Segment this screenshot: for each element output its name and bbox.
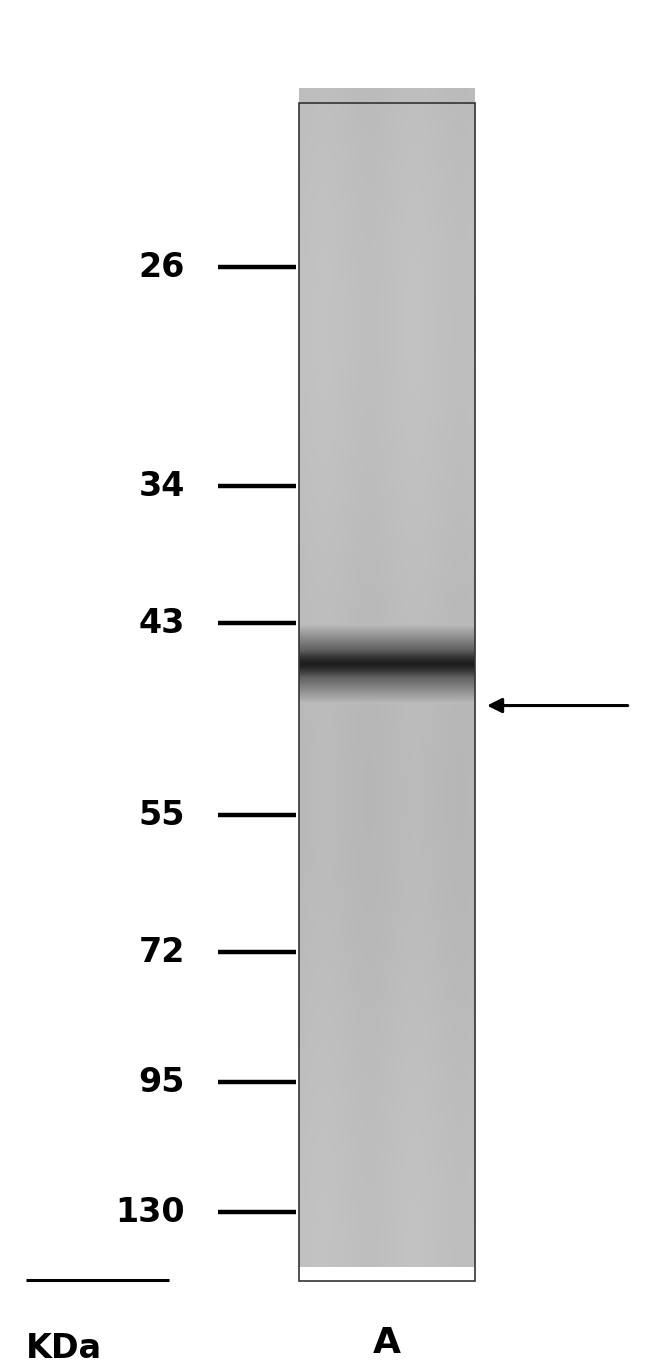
- Text: 72: 72: [139, 936, 185, 969]
- Text: A: A: [372, 1326, 401, 1360]
- Text: 34: 34: [139, 470, 185, 503]
- Text: 55: 55: [138, 799, 185, 832]
- Text: 95: 95: [138, 1066, 185, 1099]
- Bar: [299, 103, 474, 1281]
- Text: 43: 43: [139, 607, 185, 640]
- Text: 26: 26: [139, 251, 185, 284]
- Text: KDa: KDa: [26, 1332, 102, 1365]
- Text: 130: 130: [116, 1196, 185, 1229]
